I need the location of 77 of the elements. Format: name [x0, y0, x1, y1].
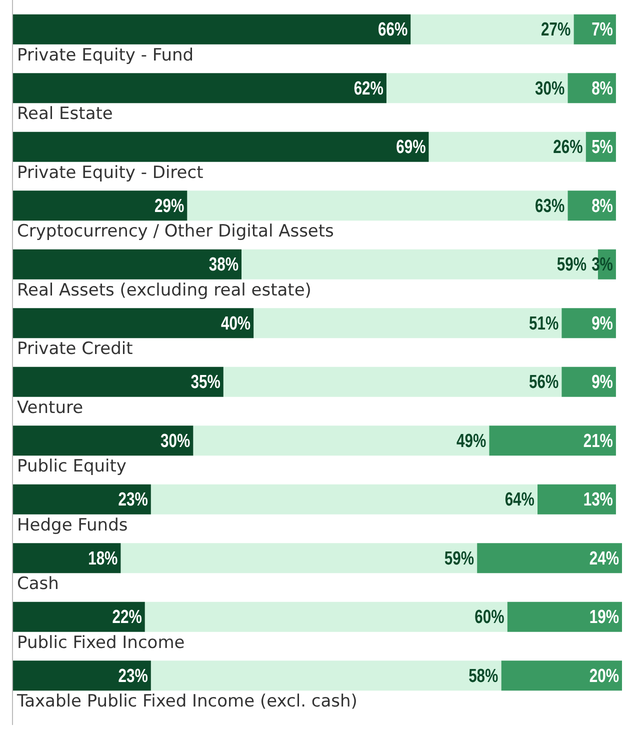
bar: [562, 308, 616, 338]
bar: [150, 484, 538, 514]
data-label: 23%: [118, 665, 148, 686]
data-label: 5%: [592, 136, 613, 158]
data-label: 19%: [589, 606, 619, 628]
bar: [223, 366, 562, 397]
bar: [12, 249, 242, 280]
data-label: 13%: [583, 488, 613, 510]
bar: [187, 190, 568, 221]
bar: [12, 602, 145, 632]
bar: [120, 543, 478, 574]
data-label: 38%: [208, 254, 239, 276]
bar: [386, 73, 568, 104]
data-label: 21%: [583, 430, 613, 452]
y-tick-label: Cryptocurrency / Other Digital Assets: [17, 222, 334, 242]
data-label: 9%: [592, 312, 613, 334]
data-label: 30%: [535, 78, 565, 99]
y-tick-label: Cash: [17, 574, 59, 594]
data-label: 66%: [378, 18, 408, 40]
data-label: 8%: [592, 78, 613, 99]
bar: [12, 132, 429, 162]
bar: [410, 14, 574, 44]
data-label: 24%: [589, 548, 619, 569]
y-tick-label: Private Equity - Fund: [17, 45, 194, 66]
bar: [12, 543, 121, 574]
data-label: 69%: [396, 136, 426, 158]
data-label: 40%: [220, 312, 251, 334]
data-label: 23%: [118, 488, 148, 510]
bar: [12, 426, 194, 456]
data-label: 20%: [589, 665, 619, 686]
bar: [507, 602, 622, 632]
data-label: 64%: [504, 488, 534, 510]
data-label: 49%: [456, 430, 486, 452]
y-tick-label: Taxable Public Fixed Income (excl. cash): [16, 692, 358, 712]
data-label: 26%: [553, 136, 583, 158]
y-tick-label: Private Equity - Direct: [17, 162, 204, 183]
y-tick-label: Real Estate: [17, 104, 113, 124]
data-label: 62%: [354, 78, 384, 99]
bar: [537, 484, 616, 514]
bar: [489, 426, 616, 456]
y-tick-label: Venture: [17, 398, 84, 418]
data-label: 59%: [444, 548, 474, 569]
bar: [12, 14, 411, 44]
data-label: 58%: [468, 665, 498, 686]
bar: [193, 426, 490, 456]
data-label: 8%: [592, 195, 613, 216]
data-label: 56%: [528, 371, 559, 393]
data-label: 63%: [535, 195, 565, 216]
y-tick-label: Hedge Funds: [17, 515, 128, 536]
data-label: 59%: [556, 254, 587, 276]
bar: [428, 132, 586, 162]
y-tick-label: Public Equity: [17, 456, 126, 477]
data-label: 27%: [541, 18, 571, 40]
bar: [12, 73, 386, 104]
data-label: 7%: [592, 18, 613, 40]
data-label: 51%: [528, 312, 559, 334]
data-label: 9%: [592, 371, 613, 393]
bar: [12, 308, 254, 338]
bar: [150, 660, 502, 691]
y-tick-label: Real Assets (excluding real estate): [17, 280, 312, 300]
bar: [144, 602, 508, 632]
bar: [254, 308, 562, 338]
bar: [562, 366, 616, 397]
data-label: 29%: [154, 195, 184, 216]
bar: [12, 366, 224, 397]
bar: [501, 660, 622, 691]
data-label: 18%: [88, 548, 118, 569]
data-label: 35%: [190, 371, 220, 393]
bar: [477, 543, 622, 574]
bar: [12, 190, 188, 221]
data-label: 30%: [160, 430, 190, 452]
y-tick-label: Private Credit: [17, 339, 134, 360]
y-tick-label: Public Fixed Income: [17, 632, 185, 653]
bar: [12, 660, 151, 691]
bar: [12, 484, 151, 514]
data-label: 22%: [112, 606, 142, 628]
data-label: 60%: [474, 606, 504, 628]
